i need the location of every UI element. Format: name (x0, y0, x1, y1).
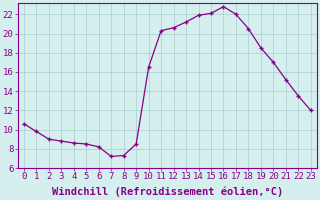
X-axis label: Windchill (Refroidissement éolien,°C): Windchill (Refroidissement éolien,°C) (52, 187, 283, 197)
